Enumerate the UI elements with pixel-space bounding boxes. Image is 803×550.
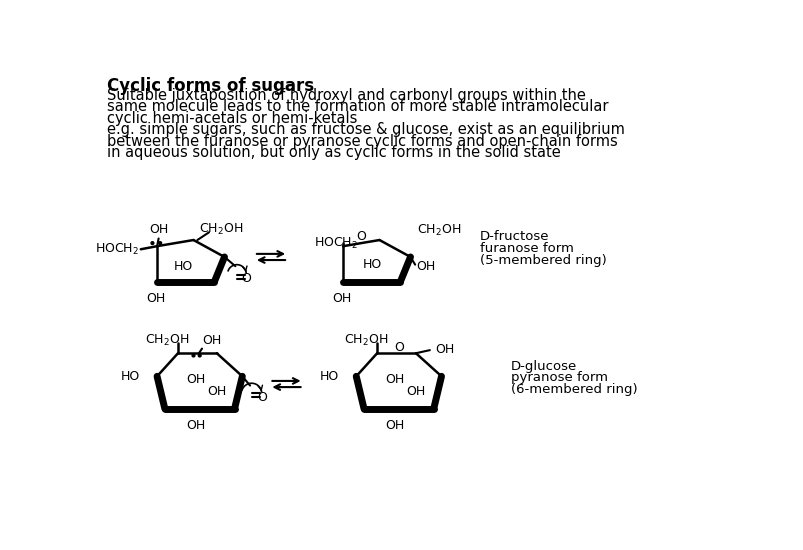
Text: Suitable juxtaposition of hydroxyl and carbonyl groups within the: Suitable juxtaposition of hydroxyl and c… [107, 87, 585, 102]
Text: OH: OH [207, 385, 226, 398]
Text: OH: OH [385, 420, 404, 432]
Text: D-glucose: D-glucose [511, 360, 577, 373]
Text: HOCH$_2$: HOCH$_2$ [95, 241, 139, 257]
Text: same molecule leads to the formation of more stable intramolecular: same molecule leads to the formation of … [107, 99, 607, 114]
Text: OH: OH [406, 385, 426, 398]
Text: D-fructose: D-fructose [479, 230, 549, 244]
Circle shape [192, 354, 194, 357]
Text: furanose form: furanose form [479, 242, 573, 255]
Text: between the furanose or pyranose cyclic forms and open-chain forms: between the furanose or pyranose cyclic … [107, 134, 617, 149]
Circle shape [198, 354, 201, 357]
Text: (6-membered ring): (6-membered ring) [511, 383, 637, 396]
Text: O: O [394, 340, 404, 354]
Text: HO: HO [173, 260, 193, 273]
Text: HO: HO [120, 370, 140, 383]
Text: O: O [241, 272, 251, 285]
Text: OH: OH [332, 292, 351, 305]
Text: OH: OH [186, 373, 206, 386]
Text: CH$_2$OH: CH$_2$OH [145, 333, 189, 349]
Circle shape [158, 241, 161, 245]
Text: in aqueous solution, but only as cyclic forms in the solid state: in aqueous solution, but only as cyclic … [107, 145, 560, 160]
Text: e.g. simple sugars, such as fructose & glucose, exist as an equilibrium: e.g. simple sugars, such as fructose & g… [107, 122, 624, 137]
Text: OH: OH [385, 373, 404, 386]
Text: (5-membered ring): (5-membered ring) [479, 254, 606, 267]
Text: O: O [356, 230, 366, 244]
Text: CH$_2$OH: CH$_2$OH [416, 223, 460, 238]
Text: OH: OH [202, 334, 221, 347]
Text: O: O [256, 390, 267, 404]
Text: OH: OH [186, 420, 206, 432]
Text: pyranose form: pyranose form [511, 371, 608, 384]
Text: OH: OH [434, 343, 454, 356]
Text: HOCH$_2$: HOCH$_2$ [313, 235, 357, 251]
Text: HO: HO [362, 258, 381, 271]
Text: cyclic hemi-acetals or hemi-ketals: cyclic hemi-acetals or hemi-ketals [107, 111, 357, 125]
Text: CH$_2$OH: CH$_2$OH [198, 222, 243, 237]
Text: OH: OH [149, 223, 168, 236]
Circle shape [151, 241, 153, 245]
Text: OH: OH [416, 260, 435, 273]
Text: CH$_2$OH: CH$_2$OH [344, 333, 388, 349]
Text: Cyclic forms of sugars: Cyclic forms of sugars [107, 77, 313, 95]
Text: HO: HO [320, 370, 339, 383]
Text: OH: OH [145, 292, 165, 305]
